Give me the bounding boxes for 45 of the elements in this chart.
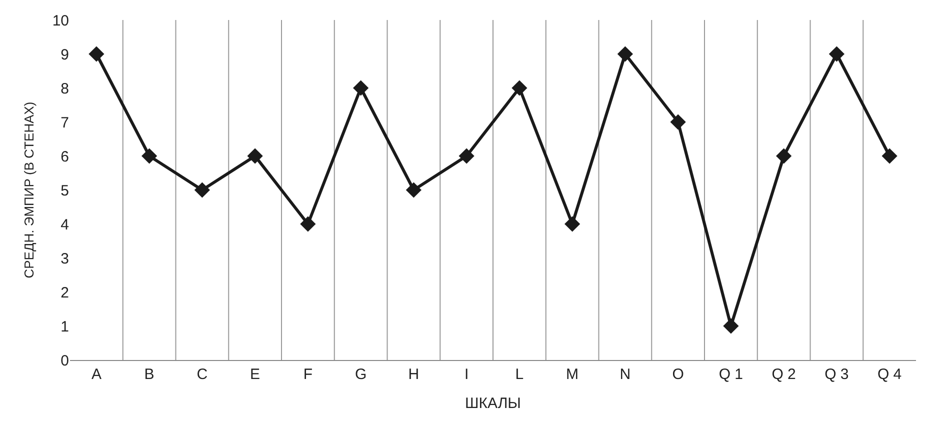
y-tick-label: 3: [60, 250, 69, 268]
point: [670, 114, 686, 130]
y-tick-label: 6: [60, 148, 69, 166]
point: [300, 216, 316, 232]
x-tick-label: O: [672, 366, 684, 383]
y-tick-label: 4: [60, 216, 69, 234]
x-tick-label: G: [354, 366, 367, 383]
point: [617, 46, 633, 62]
point: [512, 80, 528, 96]
y-tick-label: 8: [60, 80, 69, 98]
y-tick-label: 2: [60, 284, 69, 302]
x-tick-label: N: [620, 366, 631, 383]
x-tick-label: Q 2: [772, 366, 796, 383]
point: [247, 148, 263, 164]
x-tick-label: Q 1: [718, 366, 744, 383]
point: [353, 80, 369, 96]
x-tick-label: L: [515, 366, 524, 383]
y-tick-label: 7: [60, 114, 69, 132]
point: [194, 182, 210, 198]
point: [828, 46, 844, 62]
point: [723, 318, 739, 334]
y-tick-label: 5: [60, 182, 69, 200]
x-axis-title: ШКАЛЫ: [465, 395, 521, 412]
x-tick-label: F: [303, 366, 313, 383]
x-tick-label: C: [196, 366, 208, 383]
y-tick-label: 10: [52, 12, 69, 30]
x-tick-label: I: [464, 366, 469, 383]
y-axis-title: СРЕДН. ЭМПИР (В СТЕНАХ): [21, 102, 36, 278]
x-tick-label: Q 3: [824, 366, 849, 383]
point: [406, 182, 422, 198]
x-tick-label: E: [250, 366, 260, 383]
y-tick-label: 0: [60, 352, 69, 370]
x-tick-label: Q 4: [877, 366, 902, 383]
x-tick-label: H: [408, 366, 420, 383]
point: [882, 148, 898, 164]
point: [776, 148, 792, 164]
point: [458, 148, 474, 164]
point: [88, 46, 104, 62]
point: [564, 216, 580, 232]
point: [142, 148, 158, 164]
x-tick-label: B: [144, 366, 154, 383]
y-tick-label: 9: [60, 46, 69, 64]
x-tick-label: A: [91, 366, 102, 383]
y-tick-label: 1: [60, 318, 69, 336]
x-tick-label: M: [566, 366, 579, 383]
